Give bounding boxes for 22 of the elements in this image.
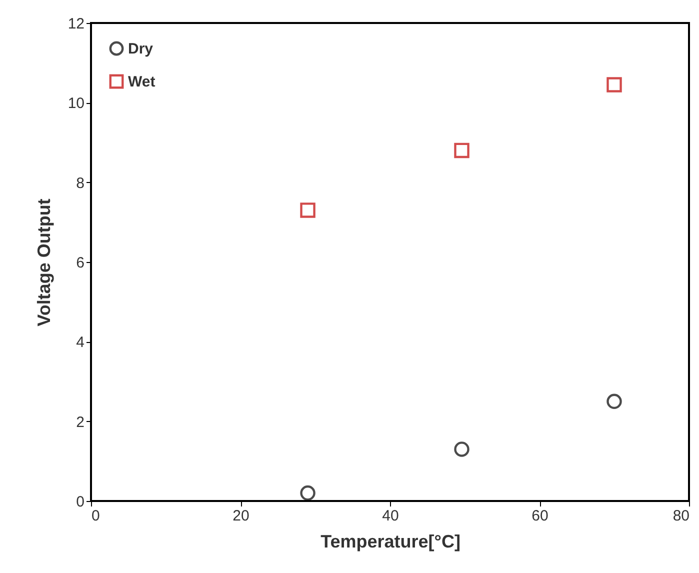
point <box>606 77 622 92</box>
legend-label: Dry <box>128 40 154 58</box>
x-tick-label: 0 <box>92 508 100 524</box>
y-tick-label: 10 <box>68 95 84 112</box>
y-tick-label: 8 <box>76 174 84 192</box>
x-tick-label: 80 <box>672 508 690 524</box>
point <box>454 442 470 457</box>
point <box>300 202 316 218</box>
y-tick-label: 4 <box>76 334 84 352</box>
x-tick-label: 60 <box>532 508 548 524</box>
point <box>300 485 316 501</box>
legend-label: Wet <box>128 74 156 90</box>
y-tick-label: 0 <box>76 494 84 510</box>
x-axis-title: Temperature[°C] <box>320 532 460 552</box>
y-axis-title: Voltage Output <box>34 198 54 326</box>
y-tick-label: 6 <box>76 254 84 272</box>
x-tick-label: 40 <box>382 508 399 524</box>
point <box>606 394 622 410</box>
point <box>454 142 470 158</box>
x-tick-label: 20 <box>232 508 250 524</box>
y-tick-label: 2 <box>76 414 84 431</box>
y-tick-label: 12 <box>68 16 84 32</box>
